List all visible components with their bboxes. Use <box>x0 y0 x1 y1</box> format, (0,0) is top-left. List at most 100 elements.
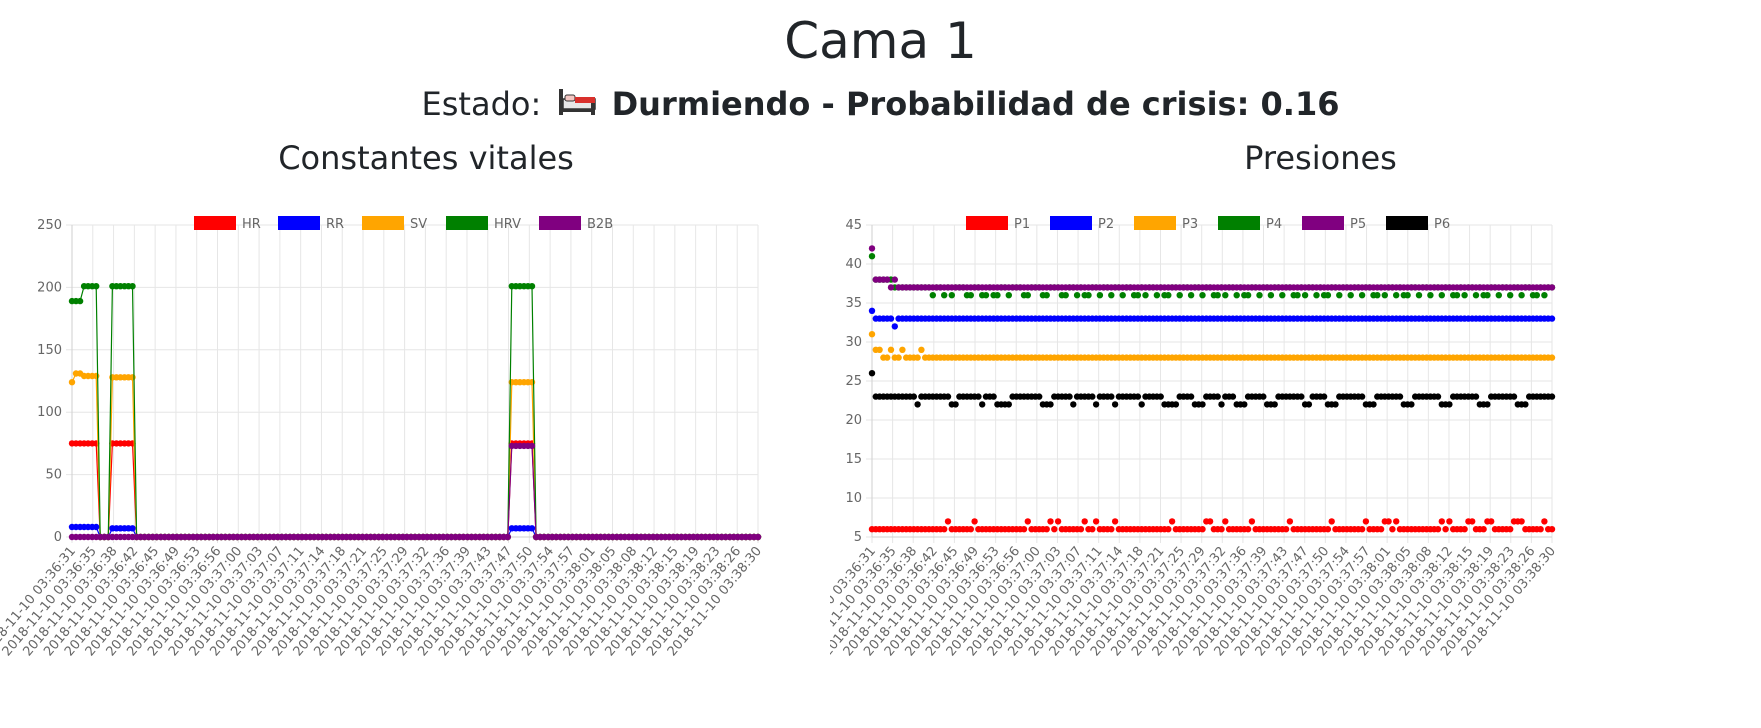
legend-label: P5 <box>1350 217 1366 232</box>
data-point-p1 <box>1438 518 1445 525</box>
y-tick-label: 250 <box>37 218 62 233</box>
vitals-chart-title: Constantes vitales <box>278 139 574 177</box>
data-point-b2b <box>528 442 536 450</box>
data-point-b2b <box>504 533 511 541</box>
data-point-p6 <box>1332 401 1339 408</box>
data-point-p6 <box>944 393 952 400</box>
data-point-p4 <box>1404 292 1411 299</box>
data-point-b2b <box>754 533 762 541</box>
data-point-p4 <box>1336 292 1343 299</box>
data-point-p6 <box>1005 401 1012 408</box>
data-point-p4 <box>982 292 990 299</box>
data-point-p1 <box>1051 526 1058 533</box>
data-point-p3 <box>918 346 925 353</box>
data-point-hrv <box>93 283 100 290</box>
data-point-p1 <box>1469 518 1476 525</box>
data-point-p1 <box>1248 518 1256 525</box>
data-point-p4 <box>1541 292 1548 299</box>
legend-label: P1 <box>1014 217 1030 232</box>
y-tick-label: 15 <box>845 452 862 467</box>
status-separator: - <box>810 85 846 123</box>
data-point-p1 <box>1362 518 1370 525</box>
data-point-p4 <box>1347 292 1354 299</box>
data-point-p4 <box>1393 292 1400 299</box>
data-point-hrv <box>129 283 136 290</box>
data-point-sv <box>93 372 100 380</box>
data-point-p4 <box>1073 292 1081 299</box>
data-point-p1 <box>1518 518 1525 525</box>
legend-label: HR <box>242 217 261 232</box>
legend-swatch <box>1134 216 1176 230</box>
data-point-p2 <box>887 315 895 322</box>
data-point-rr <box>129 525 136 532</box>
data-point-p1 <box>1092 518 1100 525</box>
data-point-p4 <box>1267 292 1275 299</box>
data-point-p6 <box>1271 401 1278 408</box>
data-point-p4 <box>1134 292 1142 299</box>
data-point-p6 <box>1320 393 1328 400</box>
data-point-p6 <box>1111 401 1119 408</box>
data-point-p6 <box>975 393 982 400</box>
data-point-p6 <box>1108 393 1115 400</box>
y-tick-label: 40 <box>845 257 862 272</box>
page-title: Cama 1 <box>784 12 977 70</box>
data-point-p6 <box>979 401 986 408</box>
data-point-p1 <box>1488 518 1495 525</box>
data-point-p6 <box>1229 393 1237 400</box>
data-point-p5 <box>887 284 895 291</box>
y-tick-label: 50 <box>45 468 62 483</box>
data-point-p1 <box>1222 518 1229 525</box>
data-point-p4 <box>1244 292 1252 299</box>
data-point-p6 <box>914 401 921 408</box>
data-point-p6 <box>1172 401 1180 408</box>
legend-swatch <box>539 216 581 230</box>
legend-label: P2 <box>1098 217 1114 232</box>
y-tick-label: 0 <box>54 530 62 545</box>
y-tick-label: 45 <box>845 218 862 233</box>
data-point-p1 <box>1077 526 1085 533</box>
data-point-p4 <box>1301 292 1309 299</box>
data-point-p6 <box>1408 401 1415 408</box>
data-point-p4 <box>929 292 936 299</box>
data-point-p4 <box>1085 292 1092 299</box>
data-point-sv <box>129 374 136 381</box>
data-point-p4 <box>967 292 974 299</box>
data-point-p6 <box>1036 393 1043 400</box>
data-point-p1 <box>1461 526 1468 533</box>
data-point-p4 <box>1222 292 1229 299</box>
data-point-p3 <box>914 354 921 361</box>
data-point-p6 <box>952 401 959 408</box>
data-point-p6 <box>1089 393 1096 400</box>
legend-label: HRV <box>494 217 521 232</box>
data-point-p6 <box>1092 401 1100 408</box>
data-point-p6 <box>1157 393 1164 400</box>
legend-label: RR <box>326 217 344 232</box>
data-point-p6 <box>990 393 997 400</box>
data-point-p1 <box>1537 526 1544 533</box>
data-point-p4 <box>1108 292 1115 299</box>
y-tick-label: 35 <box>845 296 862 311</box>
data-point-p4 <box>1233 292 1240 299</box>
data-point-p2 <box>868 307 876 314</box>
data-point-p2 <box>891 323 898 330</box>
data-point-p5 <box>1548 284 1556 291</box>
data-point-p1 <box>1244 526 1252 533</box>
data-point-p1 <box>1286 518 1294 525</box>
data-point-p2 <box>1548 315 1556 322</box>
data-point-p6 <box>1241 401 1248 408</box>
data-point-p1 <box>1165 526 1172 533</box>
bed-icon <box>557 82 597 130</box>
data-point-p6 <box>1218 401 1225 408</box>
data-point-p1 <box>1389 526 1396 533</box>
data-point-p6 <box>1134 393 1142 400</box>
data-point-p6 <box>1298 393 1305 400</box>
data-point-p4 <box>1153 292 1161 299</box>
data-point-p5 <box>868 245 876 252</box>
legend-swatch <box>278 216 320 230</box>
data-point-p5 <box>891 276 898 283</box>
data-point-p1 <box>1081 518 1088 525</box>
data-point-p4 <box>1062 292 1069 299</box>
data-point-p1 <box>1393 518 1400 525</box>
legend-label: P6 <box>1434 217 1450 232</box>
